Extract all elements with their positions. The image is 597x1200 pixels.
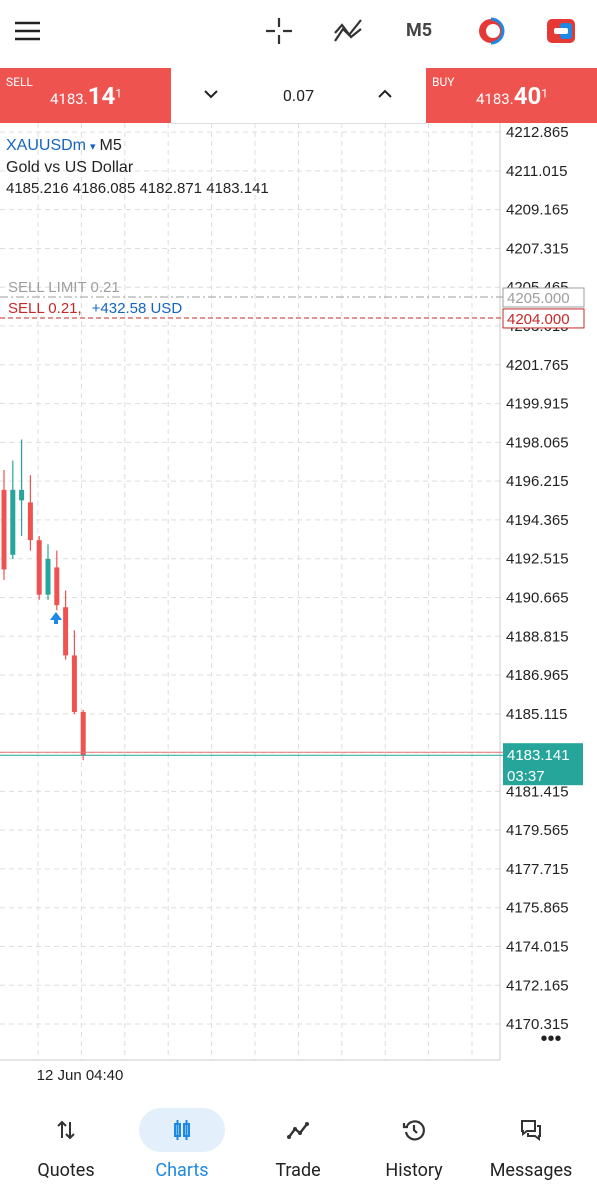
chart-timeframe: M5	[100, 137, 122, 154]
candle-body	[80, 712, 86, 756]
y-tick-label: 4207.315	[506, 240, 569, 257]
buy-marker	[50, 612, 62, 624]
symbol: XAUUSDm	[6, 137, 86, 154]
y-tick-label: 4212.865	[506, 124, 569, 141]
order-price: 4204.000	[507, 311, 570, 328]
nav-label: History	[385, 1160, 443, 1181]
order-label: SELL LIMIT 0.21	[8, 279, 120, 296]
nav-icon-bg	[139, 1108, 225, 1152]
indicators-icon[interactable]	[333, 17, 365, 45]
candle-body	[71, 655, 77, 713]
chart[interactable]: XAUUSDm ▾ M5 Gold vs US Dollar 4185.216 41…	[0, 0, 597, 1100]
y-tick-label: 4199.915	[506, 396, 569, 413]
y-tick-label: 4211.015	[506, 163, 567, 180]
description: Gold vs US Dollar	[6, 159, 134, 176]
buy-price: 4183.401	[476, 82, 548, 110]
buy-label: BUY	[432, 75, 455, 89]
trade-icon[interactable]	[546, 18, 576, 44]
nav-icon	[521, 1120, 541, 1141]
nav-item[interactable]: Trade	[243, 1108, 353, 1190]
volume[interactable]: 0.07	[282, 86, 315, 105]
nav-label: Messages	[489, 1160, 573, 1181]
price-big: 40	[513, 82, 542, 110]
nav-icon	[402, 1120, 425, 1141]
y-tick-label: 4192.515	[506, 551, 569, 568]
increase[interactable]	[377, 88, 393, 100]
price-sup: 1	[115, 86, 122, 101]
decrease[interactable]	[203, 88, 219, 100]
countdown: 03:37	[507, 768, 545, 785]
y-tick-label: 4198.065	[506, 434, 569, 451]
price-sup: 1	[541, 86, 548, 101]
nav-icon-bg	[488, 1108, 574, 1152]
y-tick-label: 4194.365	[506, 512, 569, 529]
price-box	[503, 743, 583, 786]
symbol-line: XAUUSDm ▾ M5	[6, 137, 122, 154]
nav-icon-bg	[255, 1108, 341, 1152]
order-label: SELL 0.21, +432.58 USD	[8, 300, 182, 317]
y-tick-label: 4174.015	[506, 938, 569, 955]
y-tick-label: 4177.715	[506, 861, 569, 878]
y-tick-label: 4170.315	[506, 1016, 569, 1033]
sell-price: 4183.141	[50, 82, 122, 110]
candle-body	[45, 559, 51, 595]
order-profit: +432.58 USD	[92, 300, 183, 317]
y-tick-label: 4190.665	[506, 589, 569, 606]
buy-button[interactable]: BUY 4183.401	[426, 68, 597, 123]
toolbar: M5	[0, 0, 597, 68]
menu-icon[interactable]	[14, 20, 42, 42]
nav-icon	[174, 1120, 190, 1140]
more[interactable]: •••	[540, 1028, 561, 1050]
y-tick-label: 4181.415	[506, 783, 569, 800]
price-main: 4183.	[476, 90, 514, 108]
nav-label: Quotes	[37, 1160, 95, 1181]
y-tick-label: 4172.165	[506, 977, 569, 994]
nav-label: Charts	[155, 1160, 209, 1181]
nav-item[interactable]: Messages	[476, 1108, 586, 1190]
y-tick-label: 4196.215	[506, 473, 569, 490]
time-label: 12 Jun 04:40	[37, 1067, 124, 1084]
candle-body	[1, 489, 7, 570]
price-main: 4183.	[50, 90, 88, 108]
candle-body	[36, 540, 42, 595]
y-tick-label: 4201.765	[506, 357, 569, 374]
y-tick-label: 4179.565	[506, 822, 569, 839]
order-price-box	[502, 308, 585, 329]
candle-body	[27, 502, 33, 541]
candle-body	[54, 567, 60, 606]
sell-label: SELL	[6, 75, 33, 89]
nav-item[interactable]: Quotes	[11, 1108, 121, 1190]
nav-label: Trade	[275, 1160, 321, 1181]
last-price: 4183.141	[507, 747, 570, 764]
y-tick-label: 4175.865	[506, 900, 569, 917]
y-tick-label: 4209.165	[506, 202, 569, 219]
price-big: 14	[87, 82, 116, 110]
bottom-nav: Quotes Charts Trade History Messages	[0, 1100, 597, 1200]
nav-item[interactable]: Charts	[127, 1108, 237, 1190]
ohlc: 4185.216 4186.085 4182.871 4183.141	[6, 180, 269, 197]
y-tick-label: 4185.115	[506, 706, 567, 723]
nav-icon-bg	[23, 1108, 109, 1152]
crosshair-icon[interactable]	[264, 16, 294, 46]
theme-icon[interactable]	[477, 17, 505, 45]
nav-item[interactable]: History	[359, 1108, 469, 1190]
candle-body	[19, 489, 25, 501]
order-price-box	[502, 287, 585, 308]
nav-icon	[287, 1122, 309, 1139]
candle-body	[63, 607, 69, 656]
nav-icon	[57, 1120, 75, 1140]
candle-body	[10, 489, 16, 555]
y-tick-label: 4188.815	[506, 628, 569, 645]
order-price: 4205.000	[507, 290, 570, 307]
y-tick-label: 4186.965	[506, 667, 569, 684]
nav-icon-bg	[371, 1108, 457, 1152]
timeframe[interactable]: M5	[406, 20, 433, 41]
sell-button[interactable]: SELL 4183.141	[0, 68, 171, 123]
